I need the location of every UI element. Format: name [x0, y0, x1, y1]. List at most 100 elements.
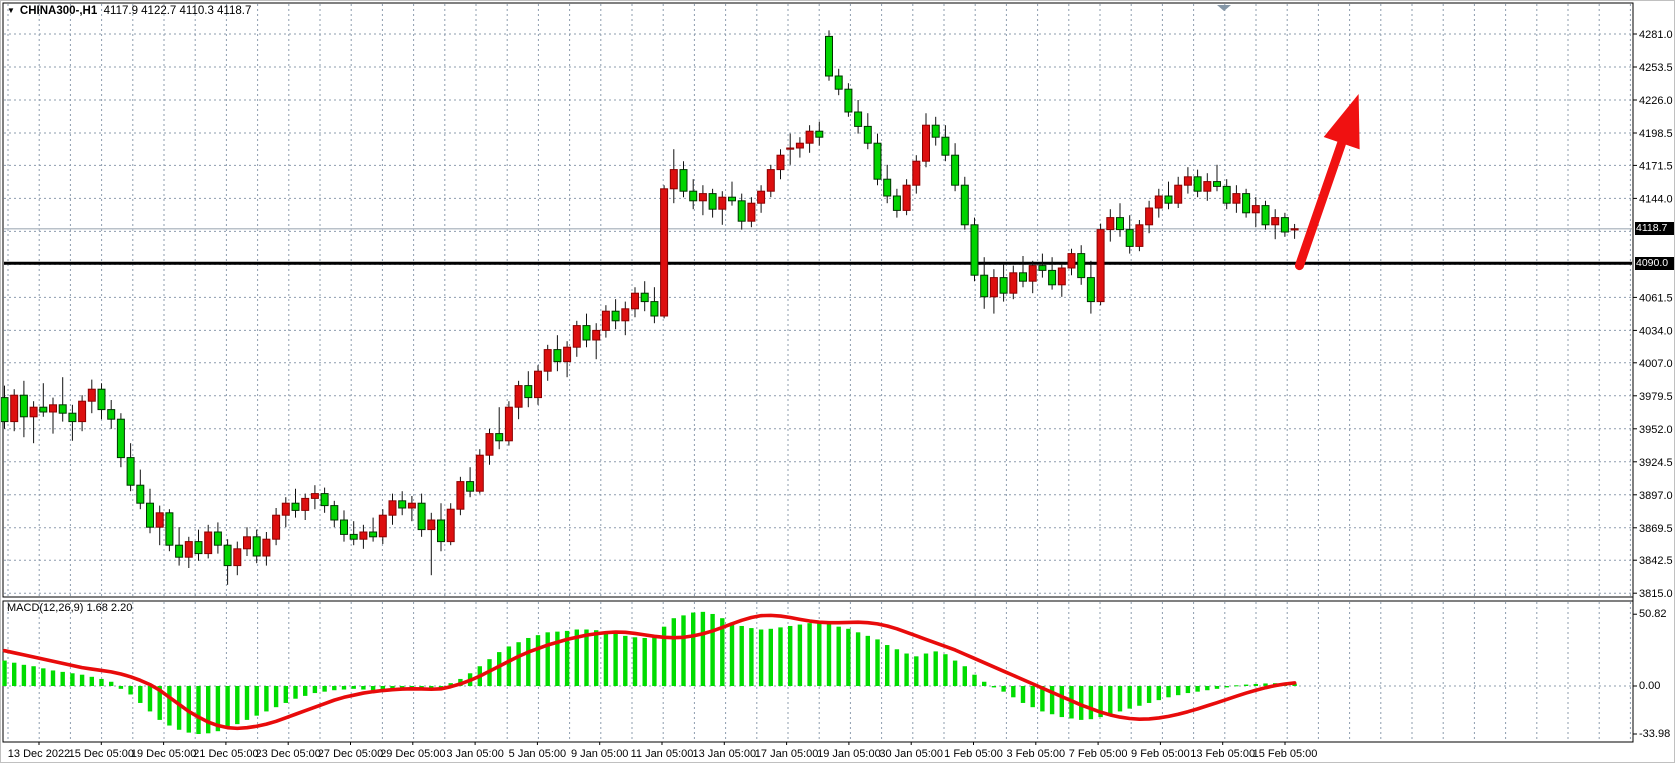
price-axis-label[interactable]: 4034.0: [1639, 325, 1673, 337]
price-axis-label[interactable]: 4253.5: [1639, 62, 1673, 74]
symbol-dropdown-icon[interactable]: ▼: [7, 6, 15, 15]
macd-histogram-bar: [671, 618, 676, 686]
price-axis-label[interactable]: 4281.0: [1639, 29, 1673, 41]
price-axis-label[interactable]: 3979.5: [1639, 391, 1673, 403]
macd-histogram-bar: [788, 625, 793, 686]
time-axis-label[interactable]: 3 Feb 05:00: [1006, 748, 1065, 760]
candle-body: [1290, 228, 1299, 231]
candle-body: [1116, 217, 1124, 231]
macd-histogram-bar: [341, 686, 347, 690]
candle-body: [815, 130, 824, 138]
macd-histogram-bar: [1205, 686, 1210, 691]
trend-arrow-shaft[interactable]: [1294, 129, 1350, 271]
candle-body: [951, 154, 960, 186]
candle-body: [1271, 217, 1280, 226]
price-axis-label[interactable]: 3897.0: [1639, 490, 1673, 502]
macd-histogram-bar: [79, 674, 85, 686]
macd-histogram-bar: [865, 635, 870, 686]
macd-histogram-bar: [904, 653, 909, 686]
macd-histogram-bar: [1253, 684, 1258, 686]
price-axis-label[interactable]: 3869.5: [1639, 523, 1673, 535]
price-axis-label[interactable]: 4144.0: [1639, 193, 1673, 205]
macd-histogram-bar: [1049, 686, 1055, 715]
macd-histogram-bar: [1176, 686, 1181, 696]
macd-histogram-bar: [264, 686, 269, 712]
macd-histogram-bar: [855, 632, 861, 686]
time-axis-label[interactable]: 3 Jan 05:00: [446, 748, 504, 760]
price-axis-label[interactable]: 4007.0: [1639, 358, 1673, 370]
candle-body: [485, 433, 494, 456]
macd-histogram-bar: [594, 630, 599, 686]
candle-body: [621, 308, 630, 322]
macd-histogram-bar: [623, 635, 628, 686]
candle-body: [495, 433, 504, 442]
price-axis-label[interactable]: 4061.5: [1639, 292, 1673, 304]
candle-body: [980, 274, 989, 298]
time-axis-label[interactable]: 9 Jan 05:00: [571, 748, 629, 760]
macd-histogram-bar: [118, 686, 124, 689]
macd-histogram-bar: [206, 686, 211, 734]
time-axis-label[interactable]: 19 Jan 05:00: [817, 748, 881, 760]
macd-histogram-bar: [661, 626, 667, 686]
macd-histogram-bar: [642, 637, 647, 686]
price-axis-label[interactable]: 3815.0: [1639, 588, 1673, 600]
macd-histogram-bar: [603, 631, 609, 686]
time-axis-label[interactable]: 30 Jan 05:00: [879, 748, 943, 760]
price-axis-label[interactable]: 4171.5: [1639, 160, 1673, 172]
time-axis-label[interactable]: 13 Dec 2022: [8, 748, 70, 760]
macd-histogram-bar: [574, 629, 579, 686]
macd-histogram-bar: [99, 678, 104, 686]
time-axis-label[interactable]: 5 Jan 05:00: [509, 748, 567, 760]
time-axis-label[interactable]: 17 Jan 05:00: [755, 748, 819, 760]
time-axis-label[interactable]: 13 Feb 05:00: [1190, 748, 1255, 760]
time-axis-label[interactable]: 9 Feb 05:00: [1131, 748, 1190, 760]
time-axis-label[interactable]: 1 Feb 05:00: [944, 748, 1003, 760]
macd-histogram-bar: [41, 668, 46, 686]
candle-body: [97, 388, 106, 411]
candle-body: [698, 193, 707, 202]
macd-histogram-bar: [1224, 686, 1229, 688]
price-axis-label[interactable]: 3952.0: [1639, 424, 1673, 436]
candle-body: [524, 385, 533, 399]
time-axis-label[interactable]: 15 Dec 05:00: [69, 748, 134, 760]
chart-shift-marker-icon[interactable]: [1217, 5, 1231, 11]
candle-body: [795, 142, 804, 149]
candle-body: [136, 484, 145, 504]
macd-histogram-bar: [235, 686, 240, 725]
macd-histogram-bar: [1011, 686, 1016, 698]
price-axis-label[interactable]: 3842.5: [1639, 555, 1673, 567]
candle-body: [902, 184, 911, 211]
time-axis-label[interactable]: 11 Jan 05:00: [631, 748, 694, 760]
time-axis-label[interactable]: 19 Dec 05:00: [131, 748, 196, 760]
candle-body: [165, 512, 174, 546]
macd-histogram-bar: [982, 681, 987, 686]
macd-axis-label[interactable]: 0.00: [1639, 680, 1660, 692]
candle-body: [1086, 277, 1095, 303]
candle-body: [184, 541, 193, 558]
candle-body: [1154, 195, 1163, 209]
macd-histogram-bar: [1137, 686, 1142, 706]
macd-histogram-bar: [109, 681, 114, 686]
price-axis-label[interactable]: 3924.5: [1639, 457, 1673, 469]
macd-axis-label[interactable]: 50.82: [1639, 608, 1667, 620]
time-axis-label[interactable]: 29 Dec 05:00: [380, 748, 445, 760]
candle-body: [1077, 253, 1086, 279]
candle-body: [349, 533, 358, 540]
candle-body: [766, 169, 775, 192]
candle-body: [718, 196, 727, 210]
candle-body: [960, 184, 969, 226]
macd-axis-label[interactable]: -33.98: [1639, 728, 1670, 740]
macd-histogram-bar: [1001, 686, 1006, 692]
candle-body: [204, 531, 213, 555]
time-axis-label[interactable]: 27 Dec 05:00: [318, 748, 383, 760]
time-axis-label[interactable]: 15 Feb 05:00: [1253, 748, 1318, 760]
time-axis-label[interactable]: 21 Dec 05:00: [193, 748, 258, 760]
time-axis-label[interactable]: 13 Jan 05:00: [692, 748, 756, 760]
candle-body: [1251, 205, 1260, 214]
macd-histogram-bar: [1234, 685, 1239, 687]
price-axis-label[interactable]: 4226.0: [1639, 95, 1673, 107]
price-axis-label[interactable]: 4198.5: [1639, 128, 1673, 140]
time-axis-label[interactable]: 7 Feb 05:00: [1069, 748, 1128, 760]
time-axis-label[interactable]: 23 Dec 05:00: [255, 748, 320, 760]
